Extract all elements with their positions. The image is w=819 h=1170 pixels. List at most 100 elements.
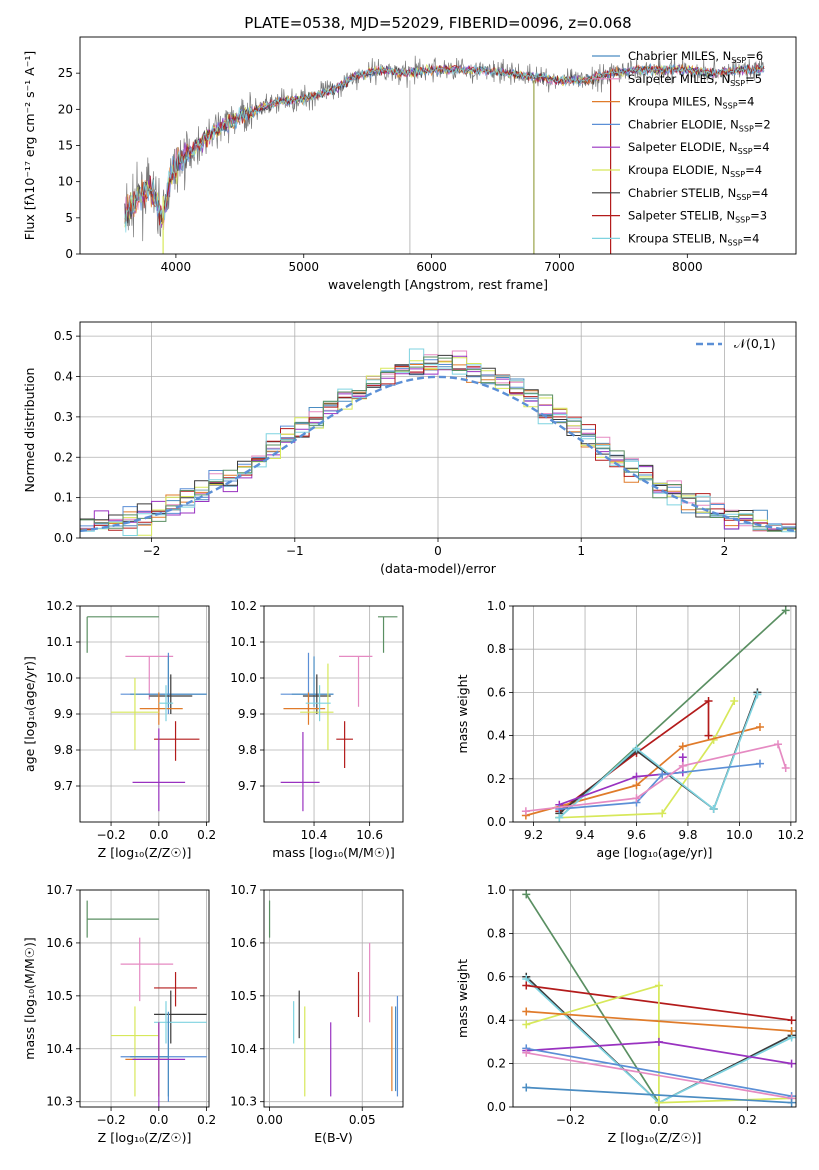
series-marker: [522, 890, 531, 899]
plot-area: [280, 616, 398, 812]
y-tick-label: 20: [58, 102, 73, 116]
series-marker: [704, 697, 713, 706]
legend-entry: Salpeter MILES, NSSP=5: [628, 72, 762, 88]
x-tick-label: 4000: [161, 260, 192, 274]
y-tick-label: 1.0: [487, 599, 506, 613]
y-tick-label: 0: [65, 247, 73, 261]
y-tick-label: 0.4: [487, 1013, 506, 1027]
y-tick-label: 10.3: [46, 1095, 73, 1109]
y-tick-label: 10.0: [46, 671, 73, 685]
x-axis-label: wavelength [Angstrom, rest frame]: [328, 277, 548, 292]
y-tick-label: 0.8: [487, 642, 506, 656]
y-tick-label: 10.6: [230, 936, 257, 950]
series-marker: [654, 1098, 663, 1107]
series-line-chabrier_elodie: [559, 762, 761, 810]
histogram-green_line: [80, 356, 796, 538]
plot-area: [521, 606, 790, 822]
x-tick-label: 0.2: [197, 1113, 216, 1127]
series-marker: [704, 731, 713, 740]
plot-area: [80, 348, 796, 538]
legend-entry: Salpeter STELIB, NSSP=3: [628, 209, 767, 225]
series-marker: [678, 753, 687, 762]
axes-frame: [512, 889, 797, 1108]
series-line-kroupa_stelib: [558, 694, 759, 819]
y-tick-label: 0.4: [487, 729, 506, 743]
x-axis-label: mass [log₁₀(M/M☉)]: [272, 845, 394, 860]
x-tick-label: 0.2: [738, 1113, 757, 1127]
x-axis-label: E(B-V): [314, 1130, 353, 1145]
y-tick-label: 0.6: [487, 970, 506, 984]
y-tick-label: 9.9: [54, 707, 73, 721]
model-kroupa_stelib: [124, 64, 765, 233]
axes-frame: [263, 889, 404, 1108]
y-tick-label: 10.7: [230, 883, 257, 897]
series-marker: [709, 805, 718, 814]
x-tick-label: 0.0: [649, 1113, 668, 1127]
axes-frame: [79, 889, 210, 1108]
series-marker: [522, 1083, 531, 1092]
legend-entry: Kroupa STELIB, NSSP=4: [628, 231, 759, 247]
plot-area: [268, 900, 399, 1097]
y-tick-label: 10.7: [46, 883, 73, 897]
series-marker: [787, 1098, 796, 1107]
y-tick-label: 0.2: [54, 450, 73, 464]
y-tick-label: 0.0: [487, 815, 506, 829]
x-tick-label: 9.6: [627, 828, 646, 842]
y-axis-label: mass weight: [455, 959, 470, 1038]
x-tick-label: 10.0: [726, 828, 753, 842]
axes-frame: [512, 605, 797, 823]
y-tick-label: 0.5: [54, 329, 73, 343]
x-tick-label: 5000: [288, 260, 319, 274]
y-tick-label: 10.3: [230, 1095, 257, 1109]
series-line-salpeter_miles: [526, 1051, 792, 1100]
legend-entry: Chabrier MILES, NSSP=6: [628, 49, 763, 65]
series-marker: [658, 770, 667, 779]
axes-frame: [79, 36, 797, 255]
x-tick-label: 9.2: [524, 828, 543, 842]
histogram-kroupa_stelib: [80, 348, 796, 538]
y-tick-label: 0.2: [487, 1057, 506, 1071]
series-marker: [522, 1007, 531, 1016]
series-marker: [773, 740, 782, 749]
x-tick-label: 0.05: [349, 1113, 376, 1127]
panel-age_vs_Z: −0.2 0.0 0.2 9.7 9.8 9.9 10.0 10.1 10.2 Z [log₁₀(…: [22, 599, 216, 860]
plot-area: [86, 616, 207, 812]
y-tick-label: 9.7: [238, 779, 257, 793]
x-tick-label: 8000: [672, 260, 703, 274]
series-marker: [632, 744, 641, 753]
legend-entry: 𝒩(0,1): [734, 336, 776, 351]
y-tick-label: 10: [58, 175, 73, 189]
series-marker: [521, 807, 530, 816]
model-kroupa_elodie: [124, 64, 765, 228]
x-tick-label: 1: [577, 544, 585, 558]
series-marker: [678, 761, 687, 770]
y-tick-label: 9.9: [238, 707, 257, 721]
y-tick-label: 0.8: [487, 926, 506, 940]
axes-frame: [79, 605, 210, 823]
x-tick-label: 0.00: [256, 1113, 283, 1127]
series-marker: [781, 606, 790, 615]
normal-curve: [80, 375, 796, 533]
series-marker: [787, 1027, 796, 1036]
series-marker: [522, 1048, 531, 1057]
y-tick-label: 0.2: [487, 772, 506, 786]
series-marker: [555, 813, 564, 822]
y-tick-label: 10.2: [230, 599, 257, 613]
y-tick-label: 10.6: [46, 936, 73, 950]
series-marker: [654, 1037, 663, 1046]
x-tick-label: −2: [143, 544, 161, 558]
x-tick-label: −0.2: [96, 1113, 125, 1127]
y-tick-label: 9.8: [238, 743, 257, 757]
series-marker: [753, 690, 762, 699]
series-marker: [730, 697, 739, 706]
y-tick-label: 10.2: [46, 599, 73, 613]
panel-age_vs_mass: 10.4 10.6 9.7 9.8 9.9 10.0 10.1 10.2 mass [log₁₀…: [230, 599, 404, 860]
plot-area: [522, 890, 796, 1107]
series-marker: [555, 805, 564, 814]
y-axis-label: mass [log₁₀(M/M☉)]: [22, 937, 37, 1059]
x-tick-label: 0.2: [197, 828, 216, 842]
y-tick-label: 10.5: [230, 989, 257, 1003]
x-tick-label: 10.6: [356, 828, 383, 842]
series-line-salpeter_miles: [525, 743, 787, 813]
